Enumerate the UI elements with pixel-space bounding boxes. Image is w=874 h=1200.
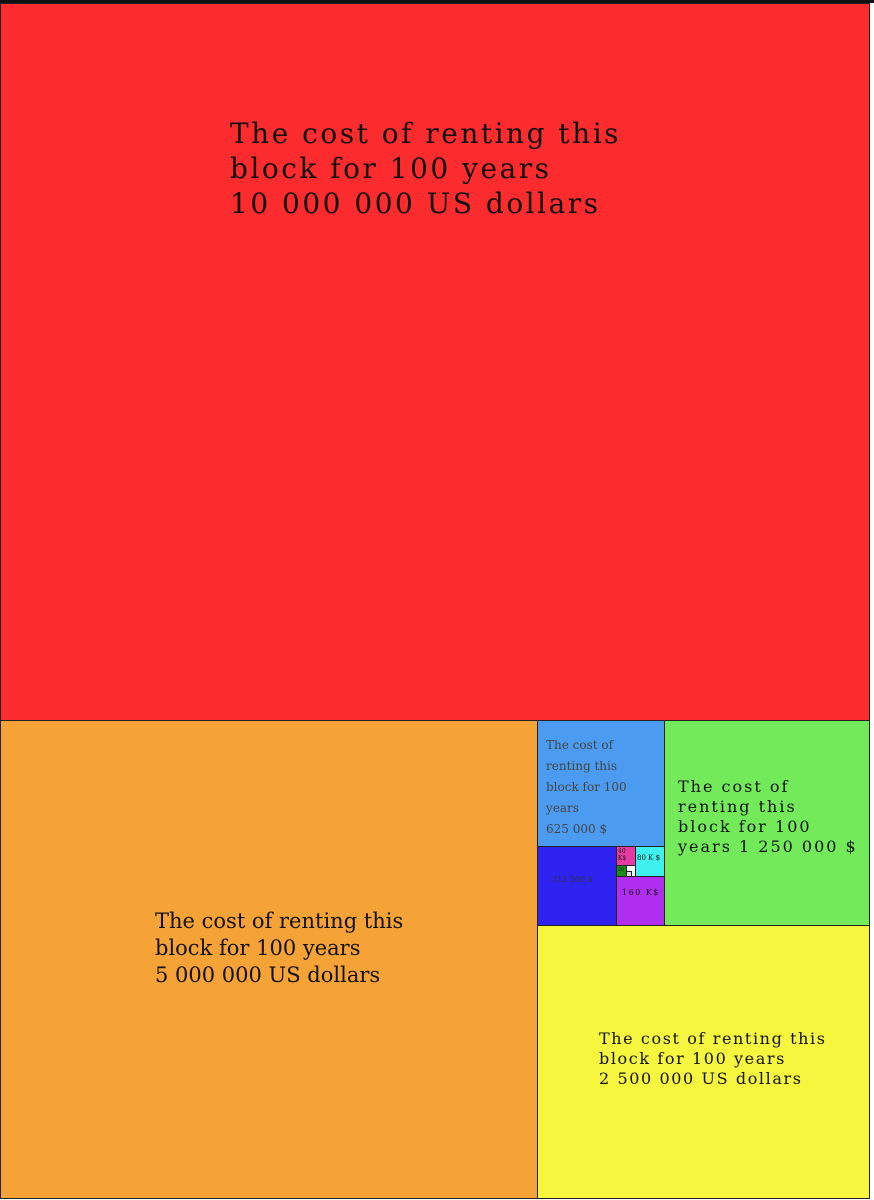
text-line: 2 500 000 US dollars bbox=[599, 1069, 803, 1088]
block-tiny[interactable] bbox=[626, 871, 632, 877]
text-line: The cost of renting this bbox=[155, 909, 404, 933]
text-line: block for 100 bbox=[678, 817, 812, 836]
block-text: The cost of renting this block for 100 y… bbox=[155, 908, 403, 989]
block-text: 20 bbox=[618, 867, 624, 873]
block-312k[interactable]: 312 500 $ bbox=[537, 846, 617, 926]
block-40k[interactable]: 40 K$ bbox=[616, 846, 636, 866]
block-625k[interactable]: The cost of renting this block for 100 y… bbox=[537, 720, 665, 847]
text-line: The cost of bbox=[678, 777, 790, 796]
block-10m[interactable]: The cost of renting this block for 100 y… bbox=[0, 3, 870, 721]
top-border bbox=[0, 0, 874, 3]
block-text: 40 K$ bbox=[618, 848, 626, 862]
block-text: 80 K $ bbox=[637, 854, 660, 862]
text-line: The cost of renting this bbox=[599, 1029, 827, 1048]
block-5m[interactable]: The cost of renting this block for 100 y… bbox=[0, 720, 538, 1199]
block-text: 312 500 $ bbox=[552, 875, 593, 884]
text-line: K$ bbox=[618, 855, 627, 862]
block-text: The cost of renting this block for 100 y… bbox=[230, 116, 621, 221]
block-text: 160 K$ bbox=[622, 888, 660, 897]
text-line: 5 000 000 US dollars bbox=[155, 963, 381, 987]
text-line: The cost of bbox=[546, 738, 614, 752]
block-80k[interactable]: 80 K $ bbox=[635, 846, 665, 877]
text-line: block for 100 bbox=[546, 780, 627, 794]
text-line: renting this bbox=[546, 759, 617, 773]
text-line: years bbox=[546, 801, 579, 815]
text-line: The cost of renting this bbox=[230, 117, 622, 150]
text-line: 625 000 $ bbox=[546, 822, 608, 836]
block-1250k[interactable]: The cost of renting this block for 100 y… bbox=[664, 720, 870, 926]
text-line: 80 K $ bbox=[637, 854, 661, 862]
block-text: The cost of renting this block for 100 y… bbox=[678, 777, 858, 857]
text-line: block for 100 years bbox=[155, 936, 361, 960]
text-line: years 1 250 000 $ bbox=[678, 837, 858, 856]
text-line: 10 000 000 US dollars bbox=[230, 187, 601, 220]
text-line: block for 100 years bbox=[230, 152, 552, 185]
text-line: 40 bbox=[618, 848, 626, 855]
block-text: The cost of renting this block for 100 y… bbox=[546, 735, 627, 840]
block-2500k[interactable]: The cost of renting this block for 100 y… bbox=[537, 925, 870, 1199]
text-line: 312 500 $ bbox=[552, 875, 593, 884]
block-160k[interactable]: 160 K$ bbox=[616, 876, 665, 926]
text-line: 160 K$ bbox=[622, 888, 660, 897]
block-text: The cost of renting this block for 100 y… bbox=[599, 1029, 827, 1089]
text-line: block for 100 years bbox=[599, 1049, 786, 1068]
text-line: 20 bbox=[618, 867, 625, 873]
text-line: renting this bbox=[678, 797, 797, 816]
